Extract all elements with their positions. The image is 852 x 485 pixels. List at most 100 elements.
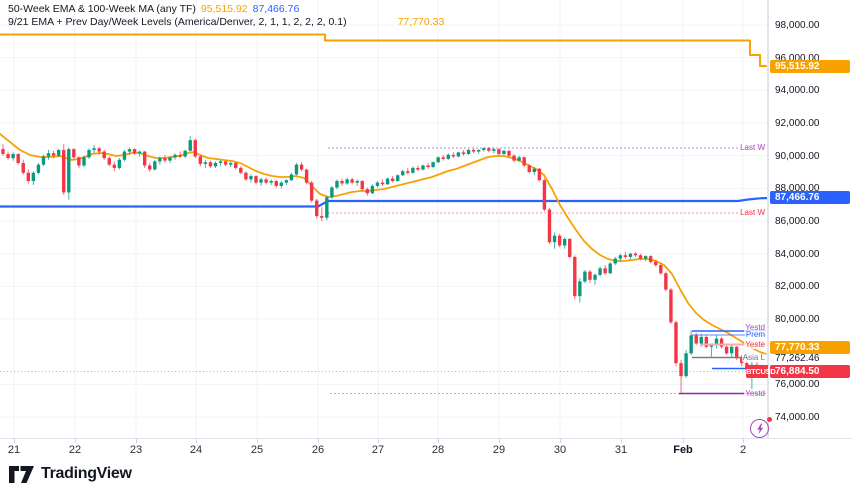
legend-row-ema50-ma100[interactable]: 50-Week EMA & 100-Week MA (any TF) 95,51… (8, 3, 444, 16)
candle-body (446, 154, 450, 159)
candle-body (385, 178, 390, 185)
candle-body (315, 200, 319, 217)
time-label-28: 28 (431, 444, 445, 456)
candle-body (46, 153, 51, 157)
candle-body (507, 150, 511, 156)
candle-body (401, 171, 405, 176)
candle-body (542, 180, 547, 210)
price-tick: 88,000.00 (775, 183, 820, 195)
candle-body (411, 167, 415, 173)
candle-body (72, 149, 76, 158)
candle-body (588, 271, 592, 280)
price-tick: 98,000.00 (775, 20, 820, 31)
legend-value-ema50: 95,515.92 (200, 3, 248, 15)
candle-body (254, 176, 258, 183)
candle-body (249, 176, 253, 180)
candle-body (497, 149, 501, 155)
candle-body (365, 189, 370, 194)
candle-body (562, 238, 567, 246)
candle-body (213, 163, 218, 167)
price-tick: 96,000.00 (775, 52, 820, 64)
price-value-label: 87,466.76 (770, 190, 850, 204)
candle-body (218, 161, 223, 164)
candle-body (461, 152, 466, 155)
candle-body (583, 271, 587, 282)
time-tick-mark (683, 439, 684, 443)
candle-body (304, 169, 309, 183)
candle-body (380, 182, 385, 185)
symbol-price-badge: BTCUSD (746, 364, 776, 378)
candle-body (471, 149, 476, 152)
candle-body (163, 158, 167, 161)
time-axis[interactable]: 21 22 23 24 25 26 27 28 29 30 31 Feb 2 (0, 438, 852, 462)
tradingview-logo[interactable]: TradingView (9, 465, 132, 483)
candle-body (648, 256, 653, 262)
flash-events-button[interactable] (749, 417, 772, 440)
ma-100w-line (0, 196, 768, 208)
candle-body (198, 156, 203, 164)
legend-value-ma100: 87,466.76 (252, 3, 300, 15)
time-label-25: 25 (250, 444, 264, 456)
price-axis[interactable]: 98,000.00 96,000.00 94,000.00 92,000.00 90,0… (768, 0, 852, 438)
candle-body (320, 216, 324, 218)
chart-pane[interactable] (0, 0, 768, 438)
candle-body (375, 182, 380, 186)
candle-body (16, 154, 20, 164)
candle-body (618, 255, 623, 259)
legend-label-1: 50-Week EMA & 100-Week MA (any TF) (8, 3, 196, 15)
candle-body (97, 148, 101, 152)
candle-body (638, 255, 643, 259)
candle-body (137, 151, 142, 154)
candle-body (623, 255, 628, 257)
time-label-2: 2 (739, 444, 747, 456)
candle-body (82, 157, 86, 166)
price-tick: 90,000.00 (775, 150, 820, 162)
time-tick-mark (621, 439, 622, 443)
time-label-24: 24 (189, 444, 203, 456)
time-tick-mark (257, 439, 258, 443)
price-tick: 86,000.00 (775, 216, 820, 227)
candle-body (699, 336, 703, 344)
candle-body (107, 158, 111, 165)
candle-body (466, 149, 471, 155)
candlestick-chart (0, 0, 768, 438)
candle-body (309, 182, 314, 201)
candle-body (613, 258, 617, 264)
candle-body (345, 179, 349, 184)
candle-body (36, 164, 41, 173)
candle-body (360, 180, 364, 190)
candle-body (633, 253, 638, 256)
candle-body (684, 353, 688, 377)
candle-body (512, 155, 516, 161)
candle-body (421, 165, 425, 170)
lightning-bolt-icon (757, 423, 764, 435)
candle-body (527, 165, 531, 172)
time-label-29: 29 (492, 444, 506, 456)
candle-body (274, 180, 278, 186)
candle-body (132, 149, 137, 154)
ema-9-21-line (0, 133, 767, 355)
price-value-label: 95,515.92 (770, 59, 850, 73)
candle-body (102, 151, 106, 159)
candle-body (178, 154, 182, 157)
candle-body (674, 322, 678, 364)
candle-body (547, 209, 552, 243)
candle-body (714, 338, 719, 346)
candle-body (142, 151, 147, 166)
candle-body (234, 163, 238, 168)
candle-body (578, 281, 582, 297)
candle-body (704, 336, 709, 347)
candle-body (350, 179, 354, 183)
candle-body (568, 238, 572, 257)
candle-body (593, 274, 597, 280)
price-tick: 94,000.00 (775, 85, 820, 97)
time-tick-mark (378, 439, 379, 443)
candle-body (279, 182, 283, 186)
candle-body (153, 161, 157, 170)
candle-body (41, 156, 46, 165)
price-tick: 74,000.00 (775, 412, 820, 423)
legend-row-ema-levels[interactable]: 9/21 EMA + Prev Day/Week Levels (America… (8, 16, 444, 29)
tradingview-logo-text: TradingView (41, 465, 132, 482)
candle-body (244, 172, 248, 180)
candle-body (643, 256, 648, 259)
